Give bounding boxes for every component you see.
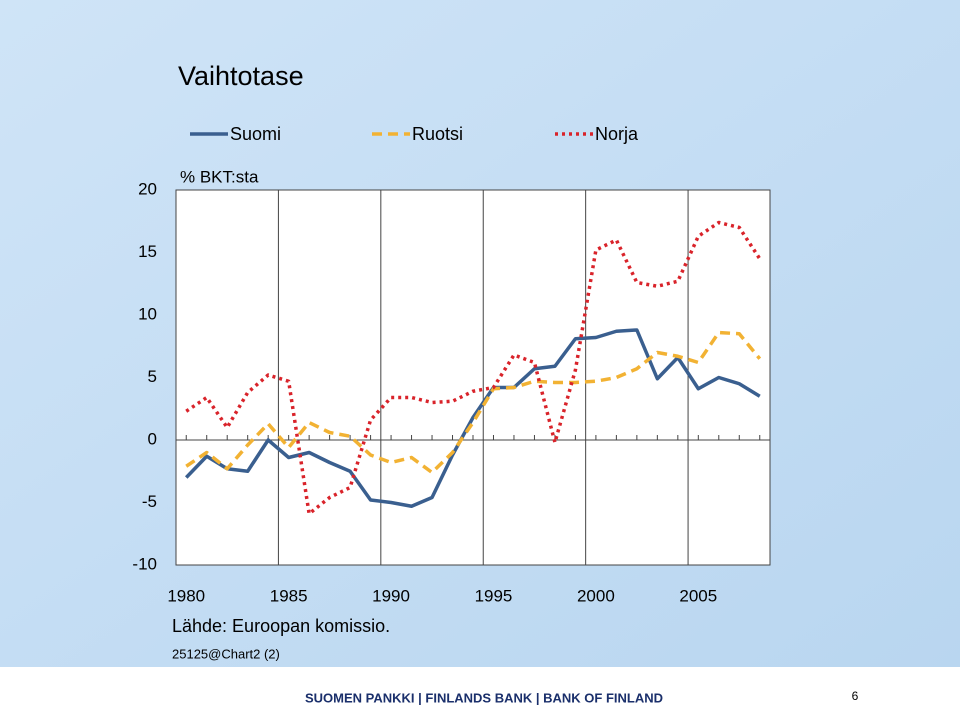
footer-bar [0, 667, 960, 707]
x-tick-label: 1980 [167, 586, 205, 605]
y-tick-label: 0 [148, 429, 157, 448]
y-tick-label: 10 [138, 304, 157, 323]
source: Lähde: Euroopan komissio. [172, 616, 390, 636]
page-number: 6 [852, 689, 859, 703]
series-line [185, 220, 762, 516]
y-tick-label: 5 [148, 367, 157, 386]
legend-label: Ruotsi [412, 124, 463, 144]
series-line [185, 330, 762, 475]
x-tick-label: 1995 [475, 586, 513, 605]
y-tick-label: 20 [138, 179, 157, 198]
x-tick-label: 2005 [679, 586, 717, 605]
chart-title: Vaihtotase [178, 61, 304, 91]
plot-area [175, 189, 771, 566]
legend-label: Suomi [230, 124, 281, 144]
chart-code: 25125@Chart2 (2) [172, 646, 280, 661]
series-line [184, 328, 761, 508]
x-tick-label: 1985 [270, 586, 308, 605]
y-tick-label: -5 [142, 492, 157, 511]
y-tick-label: -10 [132, 554, 157, 573]
x-tick-label: 2000 [577, 586, 615, 605]
x-tick-label: 1990 [372, 586, 410, 605]
y-axis-label: % BKT:sta [180, 167, 259, 186]
y-tick-label: 15 [138, 242, 157, 261]
footer-text: SUOMEN PANKKI | FINLANDS BANK | BANK OF … [305, 690, 663, 705]
legend-label: Norja [595, 124, 639, 144]
